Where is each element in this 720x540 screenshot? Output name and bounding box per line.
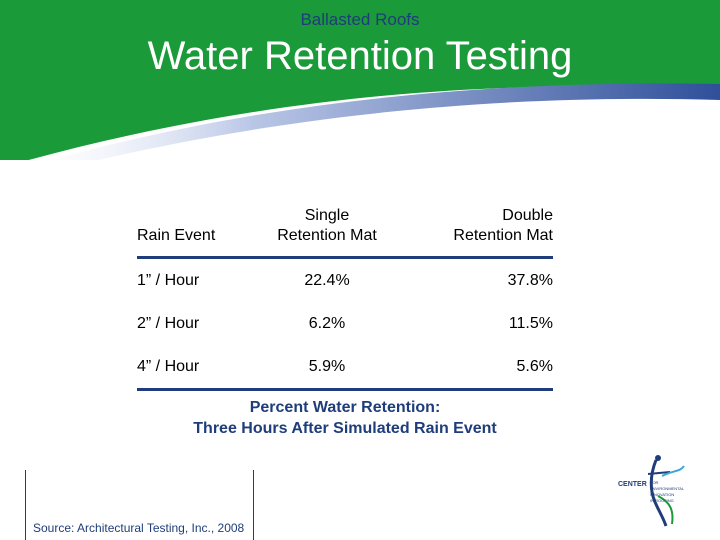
figure-icon: CENTER FOR ENVIRONMENTAL INNOVATION IN R…: [618, 455, 685, 527]
single-mat-cell: 6.2%: [308, 314, 346, 332]
banner-background: [0, 0, 720, 160]
column-header-label: Double Retention Mat: [453, 207, 553, 244]
double-mat-cell: 11.5%: [508, 314, 553, 332]
logo-tagline: ENVIRONMENTAL: [650, 486, 685, 491]
source-note: Source: Architectural Testing, Inc., 200…: [33, 521, 245, 535]
table-header-row: Rain Event Single Retention Mat Double Ret…: [137, 188, 553, 258]
slide-subtitle: Ballasted Roofs: [300, 10, 420, 29]
header-banner: [0, 0, 720, 160]
rain-event-cell: 4” / Hour: [137, 357, 200, 375]
divider-line: [253, 470, 254, 540]
table-caption: Percent Water Retention: Three Hours Aft…: [0, 397, 690, 439]
column-header-rain-event: Rain Event: [137, 188, 257, 258]
caption-line: Percent Water Retention:: [249, 399, 441, 416]
center-logo: CENTER FOR ENVIRONMENTAL INNOVATION IN R…: [618, 452, 708, 527]
divider-line: [25, 470, 26, 540]
column-header-label: Single Retention Mat: [277, 207, 377, 244]
double-mat-cell: 37.8%: [507, 271, 553, 289]
single-mat-cell: 22.4%: [304, 271, 350, 289]
column-header-single: Single Retention Mat: [257, 188, 397, 258]
logo-word: CENTER: [618, 481, 647, 488]
logo-tagline: FOR: [650, 480, 659, 485]
white-swoosh: [123, 108, 720, 160]
column-header-double: Double Retention Mat: [397, 188, 553, 258]
blue-swoosh: [51, 83, 720, 160]
column-header-label: Rain Event: [137, 227, 216, 244]
table-row: 4” / Hour 5.9% 5.6%: [137, 345, 553, 390]
green-banner: [0, 0, 720, 160]
table-row: 2” / Hour 6.2% 11.5%: [137, 302, 553, 345]
single-mat-cell: 5.9%: [308, 357, 346, 375]
logo-tagline: IN ROOFING: [650, 498, 674, 503]
rain-event-cell: 1” / Hour: [137, 271, 200, 289]
rain-event-cell: 2” / Hour: [137, 314, 200, 332]
retention-table: Rain Event Single Retention Mat Double Ret…: [137, 188, 553, 391]
slide-title: Water Retention Testing: [147, 34, 573, 78]
caption-line: Three Hours After Simulated Rain Event: [193, 420, 497, 437]
logo-tagline: INNOVATION: [650, 492, 674, 497]
double-mat-cell: 5.6%: [516, 357, 553, 375]
table-row: 1” / Hour 22.4% 37.8%: [137, 258, 553, 303]
